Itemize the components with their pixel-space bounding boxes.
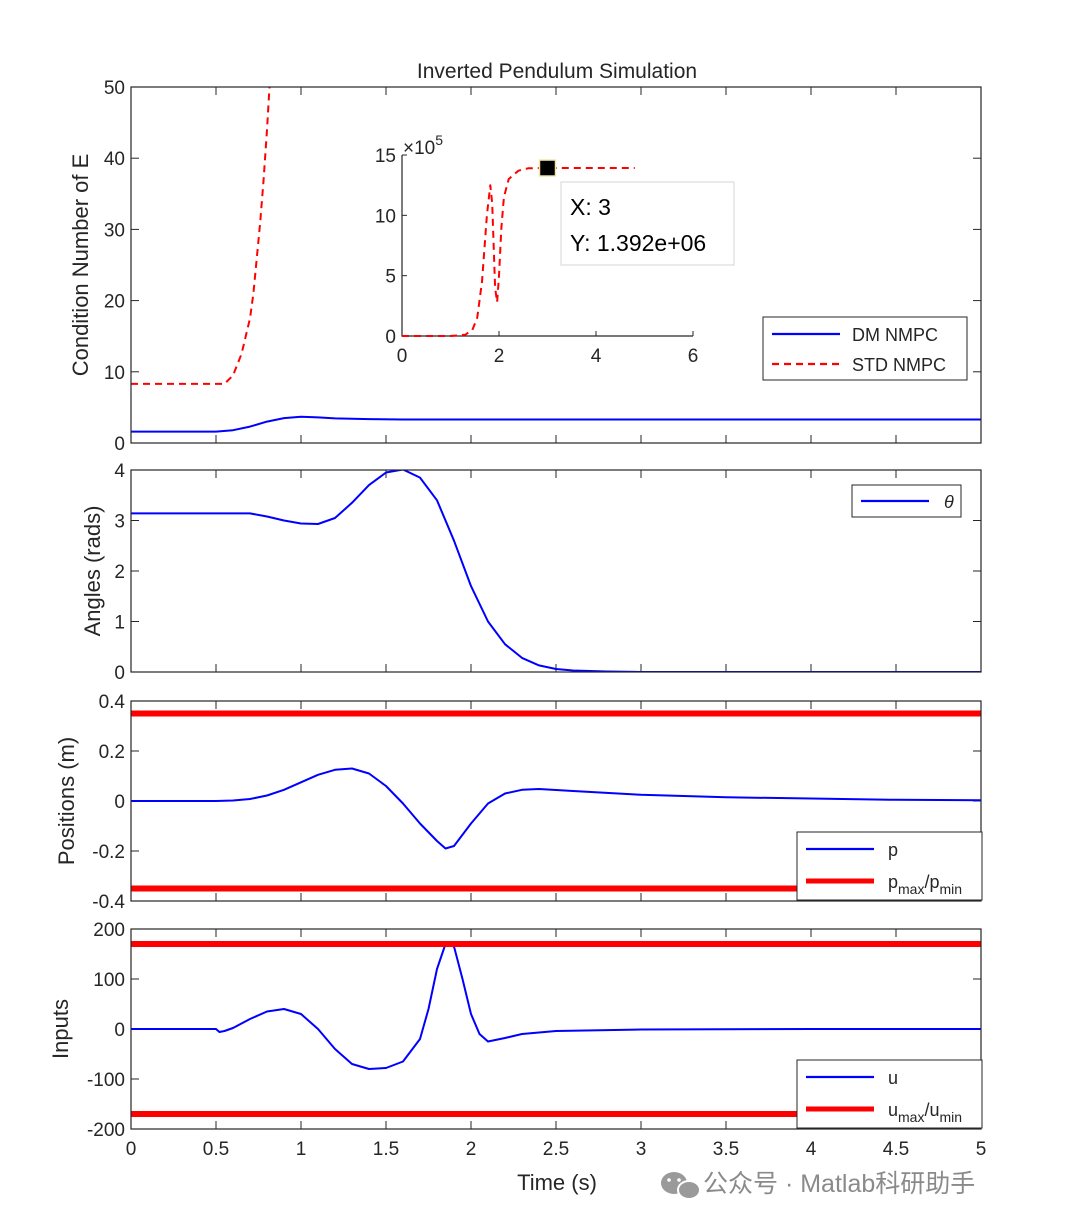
- xtick-label: 1.5: [373, 1139, 399, 1160]
- ytick-label: -100: [87, 1070, 125, 1091]
- xtick-label: 2: [466, 1139, 477, 1160]
- legend-angle: θ: [851, 484, 962, 518]
- xtick-label: 0.5: [203, 1139, 229, 1160]
- legend-input: u umax/umin: [796, 1059, 983, 1129]
- axes-box-angle: [130, 469, 982, 673]
- datatip[interactable]: X: 3 Y: 1.392e+06: [560, 181, 735, 266]
- plot-area-cond: [131, 87, 981, 433]
- ylabel-angle: Angles (rads): [80, 506, 105, 637]
- ytick-label: 20: [104, 292, 125, 313]
- ytick-label: 5: [385, 267, 396, 288]
- ytick-label: 30: [104, 220, 125, 241]
- axes-angle: 0 1 2 3 4 Angles (rads): [80, 461, 982, 684]
- legend-label-u: u: [888, 1068, 898, 1088]
- legend-pos: p pmax/pmin: [796, 831, 983, 901]
- legend-box-pos: [796, 831, 983, 901]
- watermark-text: 公众号 · Matlab科研助手: [703, 1170, 975, 1198]
- xtick-label: 1: [296, 1139, 307, 1160]
- inset-axes: 0 2 4 6 0 5 10 15 ×105 X: 3 Y: 1.392e+06: [375, 132, 735, 367]
- datatip-box: [560, 181, 735, 266]
- xtick-label: 4: [806, 1139, 817, 1160]
- plot-area-angle: [131, 470, 981, 672]
- inset-exponent: ×105: [403, 132, 443, 159]
- ytick-label: 0.4: [99, 692, 126, 713]
- ytick-label: 0: [114, 1020, 125, 1041]
- ytick-label: 0.2: [99, 742, 125, 763]
- ytick-label: 15: [375, 146, 396, 167]
- legend-label-p: p: [888, 840, 898, 860]
- ytick-label: 10: [104, 363, 125, 384]
- ylabel-cond: Condition Number of E: [68, 154, 93, 377]
- ylabel-input: Inputs: [48, 999, 73, 1059]
- xtick-label: 2: [494, 346, 505, 367]
- series-line: [131, 470, 981, 672]
- legend-box-input: [796, 1059, 983, 1129]
- legend-box-cond: [762, 316, 968, 381]
- xtick-label: 0: [397, 346, 408, 367]
- inset-plot-area: [402, 159, 635, 337]
- axes-input: 0 0.5 1 1.5 2 2.5 3 3.5 4 4.5 5 -200 -100 0 100 200 Inp…: [48, 920, 986, 1195]
- xlabel-time: Time (s): [517, 1170, 597, 1195]
- ytick-label: 2: [114, 562, 125, 583]
- ylabel-pos: Positions (m): [54, 737, 79, 865]
- legend-label-pbounds: pmax/pmin: [888, 872, 962, 897]
- ytick-label: 0: [114, 663, 125, 684]
- legend-label-theta: θ: [944, 492, 954, 512]
- ytick-label: 3: [114, 512, 125, 533]
- ytick-label: -0.2: [92, 842, 125, 863]
- axes-box-input: [130, 928, 982, 1130]
- chart-title: Inverted Pendulum Simulation: [417, 60, 697, 83]
- axes-pos: -0.4 -0.2 0 0.2 0.4 Positions (m): [54, 692, 982, 913]
- datatip-x: X: 3: [570, 194, 611, 220]
- datatip-marker[interactable]: [538, 159, 557, 177]
- ytick-label: 200: [93, 920, 125, 941]
- ytick-label: 50: [104, 78, 125, 99]
- ytick-label: 100: [93, 970, 125, 991]
- series-line: [131, 943, 981, 1070]
- xtick-label: 4.5: [883, 1139, 909, 1160]
- ticks-inset: 0 2 4 6 0 5 10 15: [375, 146, 698, 367]
- xtick-label: 6: [688, 346, 699, 367]
- legend-label-std: STD NMPC: [852, 355, 946, 375]
- ytick-label: -0.4: [92, 892, 125, 913]
- ytick-label: 0: [385, 327, 396, 348]
- xtick-label: 5: [976, 1139, 987, 1160]
- xtick-label: 3.5: [713, 1139, 739, 1160]
- ticks-input: 0 0.5 1 1.5 2 2.5 3 3.5 4 4.5 5 -200 -100 0 100 200: [87, 920, 986, 1160]
- ytick-label: 0: [114, 434, 125, 455]
- axes-box-cond: [130, 86, 982, 444]
- ytick-label: 10: [375, 206, 396, 227]
- datatip-y: Y: 1.392e+06: [570, 230, 706, 256]
- xtick-label: 2.5: [543, 1139, 569, 1160]
- ticks-angle: 0 1 2 3 4: [114, 461, 982, 684]
- legend-label-ubounds: umax/umin: [888, 1100, 962, 1125]
- xtick-label: 3: [636, 1139, 647, 1160]
- legend-cond: DM NMPC STD NMPC: [762, 316, 968, 381]
- series-line: [131, 767, 981, 850]
- wechat-icon: [661, 1172, 701, 1200]
- ytick-label: 4: [114, 461, 125, 482]
- ytick-label: -200: [87, 1120, 125, 1141]
- xtick-label: 0: [126, 1139, 137, 1160]
- ytick-label: 40: [104, 149, 125, 170]
- legend-label-dm: DM NMPC: [852, 325, 938, 345]
- axes-box-pos: [130, 700, 982, 902]
- ytick-label: 0: [114, 792, 125, 813]
- ytick-label: 1: [114, 613, 125, 634]
- watermark: 公众号 · Matlab科研助手: [661, 1170, 975, 1200]
- series-line: [131, 415, 981, 433]
- series-line: [131, 87, 271, 385]
- xtick-label: 4: [591, 346, 602, 367]
